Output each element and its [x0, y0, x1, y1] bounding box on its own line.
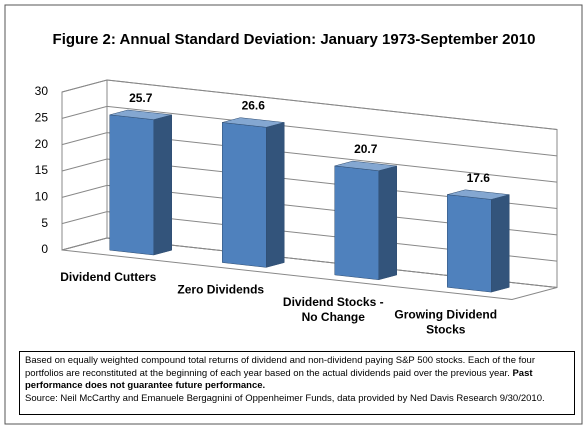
x-tick-line: Zero Dividends [177, 283, 264, 297]
x-tick-line: Stocks [426, 322, 466, 336]
y-tick-label: 30 [35, 84, 49, 98]
grid-line [61, 105, 558, 157]
x-tick-line: Growing Dividend [394, 307, 497, 321]
bar [447, 189, 510, 293]
x-tick-label: Dividend Stocks -No Change [283, 295, 384, 324]
note-bold: Past performance does not guarantee futu… [25, 367, 533, 392]
grid-line [61, 158, 558, 209]
value-label: 17.6 [467, 171, 491, 185]
y-tick-label: 5 [41, 216, 48, 230]
grid-line [61, 79, 558, 130]
y-tick-label: 25 [35, 111, 49, 125]
bar-top [222, 117, 285, 128]
bar-top [447, 189, 510, 200]
bar [334, 160, 397, 281]
value-label: 25.7 [129, 91, 153, 105]
y-tick-label: 15 [35, 163, 49, 177]
x-tick-label: Zero Dividends [177, 283, 264, 297]
note-source: Source: Neil McCarthy and Emanuele Berga… [25, 392, 545, 404]
x-tick-label: Growing Dividend Stocks [394, 307, 497, 336]
bar [109, 109, 172, 256]
y-tick-label: 10 [35, 190, 49, 204]
grid-line [61, 211, 558, 262]
bar-top [334, 160, 397, 171]
note-text: Based on equally weighted compound total… [25, 355, 535, 379]
value-label: 26.6 [242, 99, 266, 113]
y-tick-label: 0 [41, 242, 48, 256]
x-tick-line: No Change [302, 310, 366, 324]
y-tick-label: 20 [35, 137, 49, 151]
bar [222, 117, 285, 268]
bar-side [266, 122, 285, 268]
x-tick-line: Dividend Cutters [60, 270, 156, 284]
x-tick-line: Dividend Stocks - [283, 295, 384, 309]
grid-line [61, 184, 558, 236]
x-tick-label: Dividend Cutters [60, 270, 156, 284]
grid-line [61, 237, 558, 288]
bar-front [109, 114, 154, 256]
bar-side [378, 165, 397, 281]
bar-top [109, 109, 172, 120]
bar-side [491, 194, 510, 293]
bar-front [222, 122, 267, 268]
bar-side [153, 114, 172, 256]
bar-front [447, 194, 492, 293]
chart-title: Figure 2: Annual Standard Deviation: Jan… [53, 31, 536, 48]
bar-front [334, 165, 379, 281]
value-label: 20.7 [354, 142, 378, 156]
note-box: Based on equally weighted compound total… [19, 351, 575, 415]
grid-line [61, 132, 558, 183]
